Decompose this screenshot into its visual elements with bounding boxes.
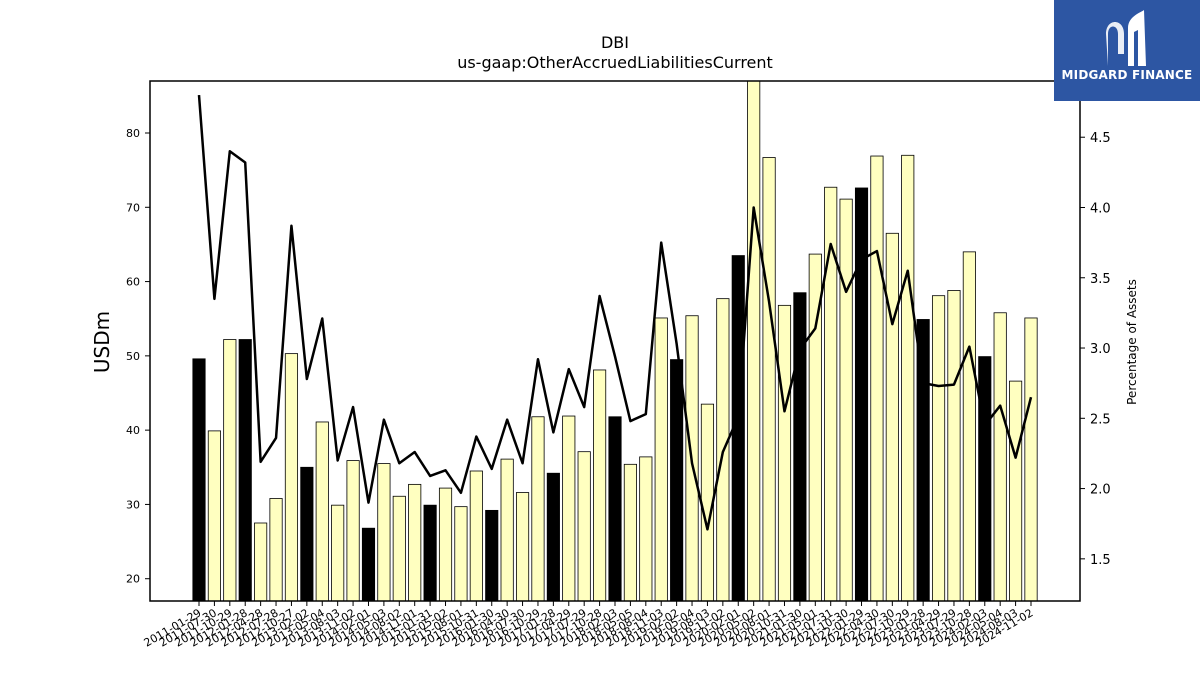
bar bbox=[608, 416, 622, 601]
bar bbox=[192, 358, 206, 601]
bar bbox=[947, 290, 961, 601]
bar bbox=[469, 470, 483, 601]
bar bbox=[423, 504, 437, 601]
bar bbox=[300, 466, 314, 601]
bar bbox=[777, 304, 792, 601]
y-tick-label: 60 bbox=[126, 276, 140, 289]
bar bbox=[562, 415, 576, 601]
logo-text: MIDGARD FINANCE bbox=[1061, 68, 1193, 82]
bar bbox=[670, 359, 684, 601]
y2-tick-label: 2.0 bbox=[1090, 483, 1111, 498]
bar bbox=[254, 522, 268, 601]
bar bbox=[485, 509, 499, 601]
bar bbox=[269, 498, 283, 601]
bar bbox=[392, 495, 406, 601]
y-axis-label: USDm bbox=[90, 311, 114, 373]
bar bbox=[577, 451, 591, 601]
bar bbox=[515, 492, 530, 601]
bar bbox=[377, 463, 391, 601]
percentage-line bbox=[197, 94, 1033, 531]
bar bbox=[500, 458, 514, 601]
bar bbox=[978, 356, 992, 601]
bar bbox=[1009, 380, 1023, 601]
bar bbox=[238, 339, 252, 601]
bar bbox=[901, 154, 915, 601]
y2-tick-label: 1.5 bbox=[1090, 553, 1111, 568]
bar bbox=[916, 319, 930, 601]
y-tick-label: 50 bbox=[126, 350, 140, 363]
bar bbox=[793, 292, 807, 601]
bar bbox=[854, 187, 869, 601]
bar bbox=[284, 353, 299, 601]
bar bbox=[593, 369, 607, 601]
bar bbox=[346, 460, 360, 601]
y2-tick-label: 3.0 bbox=[1090, 342, 1111, 357]
bar bbox=[361, 527, 376, 601]
bar bbox=[654, 317, 668, 601]
bar bbox=[546, 472, 560, 601]
chart-subtitle: us-gaap:OtherAccruedLiabilitiesCurrent bbox=[457, 53, 773, 72]
bar bbox=[931, 295, 946, 601]
bar bbox=[331, 504, 345, 601]
y-tick-label: 70 bbox=[126, 201, 140, 214]
midgard-finance-logo: MIDGARD FINANCE bbox=[1054, 0, 1200, 101]
bar bbox=[962, 251, 976, 601]
y2-tick-label: 2.5 bbox=[1090, 412, 1111, 427]
y-tick-label: 30 bbox=[126, 498, 140, 511]
bar bbox=[1024, 317, 1038, 601]
bar bbox=[885, 232, 899, 601]
y2-tick-label: 4.5 bbox=[1090, 131, 1111, 146]
bar bbox=[223, 339, 237, 601]
midgard-logo-mark-icon bbox=[1106, 10, 1146, 66]
bar bbox=[454, 506, 468, 601]
y-tick-label: 40 bbox=[126, 424, 140, 437]
bar bbox=[870, 155, 884, 601]
bar bbox=[207, 430, 221, 601]
bar bbox=[408, 483, 422, 601]
bar bbox=[762, 157, 776, 601]
plot-area: 203040506070801.52.02.53.03.54.04.52011-… bbox=[126, 80, 1111, 650]
bar bbox=[747, 81, 761, 601]
bar bbox=[808, 253, 822, 601]
bar bbox=[639, 456, 653, 601]
bar bbox=[438, 487, 453, 601]
bar bbox=[839, 198, 853, 601]
y2-axis-label: Percentage of Assets bbox=[1125, 279, 1139, 405]
bar bbox=[623, 463, 637, 601]
bar bbox=[315, 421, 329, 601]
chart-title: DBI bbox=[601, 33, 629, 52]
y-tick-label: 80 bbox=[126, 127, 140, 140]
bar bbox=[993, 312, 1007, 601]
bar bbox=[531, 416, 545, 601]
y2-tick-label: 4.0 bbox=[1090, 201, 1111, 216]
y2-tick-label: 3.5 bbox=[1090, 272, 1111, 287]
y-tick-label: 20 bbox=[126, 573, 140, 586]
